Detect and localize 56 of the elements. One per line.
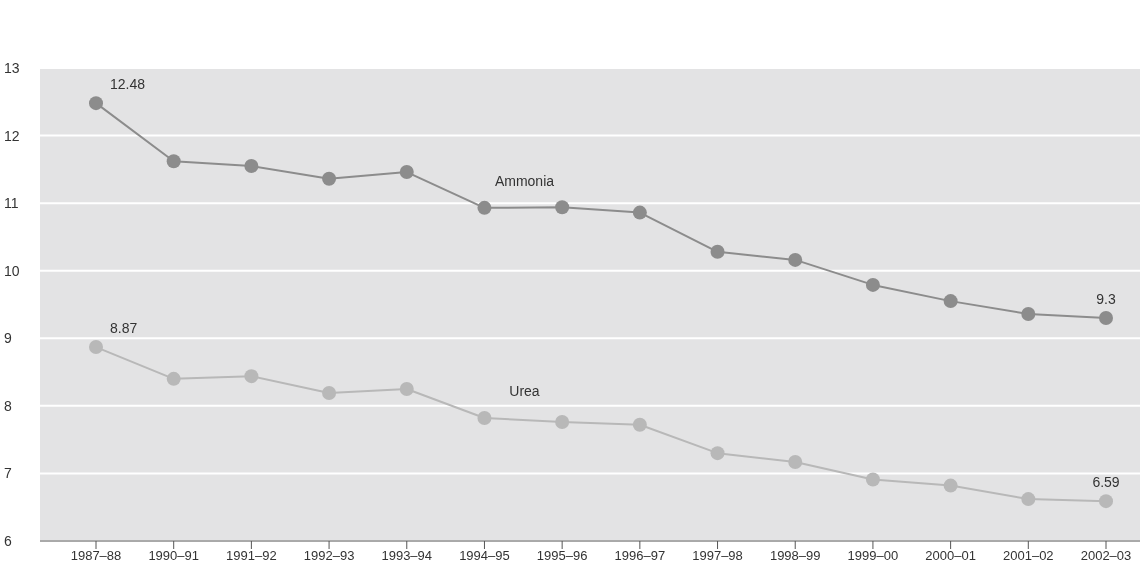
point: [943, 294, 958, 309]
x-tick-label: 1991–92: [226, 548, 277, 564]
x-tick-label: 1993–94: [381, 548, 433, 564]
x-tick-label: 1996–97: [614, 548, 666, 564]
x-tick-label: 1992–93: [303, 548, 355, 564]
data-label: 12.48: [110, 76, 146, 93]
point: [710, 244, 725, 259]
point: [477, 411, 492, 426]
data-label: 9.3: [1096, 291, 1116, 308]
x-tick-label: 1994–95: [459, 548, 510, 564]
x-tick-label: 1987–88: [70, 548, 122, 564]
point: [322, 171, 337, 186]
point: [555, 415, 570, 430]
point: [399, 165, 414, 180]
point: [1099, 311, 1113, 326]
point: [166, 371, 181, 386]
point: [710, 446, 725, 461]
point: [632, 205, 647, 220]
x-tick-label: 2000–01: [925, 548, 976, 564]
data-label: 6.59: [1092, 474, 1120, 491]
y-tick-label: 12: [4, 127, 20, 144]
point: [322, 386, 337, 401]
x-tick-label: 2002–03: [1080, 548, 1132, 564]
point: [477, 200, 492, 215]
y-tick-label: 13: [4, 59, 20, 76]
point: [89, 340, 103, 355]
y-tick-label: 8: [4, 397, 12, 414]
point: [166, 154, 181, 169]
series-label: Urea: [509, 383, 540, 400]
point: [244, 369, 259, 384]
y-tick-label: 6: [4, 532, 12, 549]
point: [89, 96, 103, 111]
y-tick-label: 7: [4, 465, 12, 482]
x-tick-label: 2001–02: [1003, 548, 1054, 564]
point: [865, 277, 880, 292]
x-tick-label: 1999–00: [847, 548, 899, 564]
x-tick-label: 1990–91: [148, 548, 199, 564]
point: [865, 472, 880, 487]
y-tick-label: 9: [4, 330, 12, 347]
point: [399, 381, 414, 396]
point: [555, 200, 570, 215]
series-label: Ammonia: [494, 172, 555, 189]
data-label: 8.87: [110, 320, 138, 337]
point: [632, 417, 647, 432]
x-tick-label: 1998–99: [769, 548, 821, 564]
point: [244, 158, 259, 173]
y-tick-label: 11: [4, 195, 19, 212]
point: [788, 252, 803, 267]
point: [788, 454, 803, 469]
point: [1099, 494, 1113, 509]
point: [1021, 492, 1036, 507]
y-tick-label: 10: [4, 262, 20, 279]
point: [943, 478, 958, 493]
x-tick-label: 1997–98: [692, 548, 743, 564]
x-tick-label: 1995–96: [536, 548, 588, 564]
point: [1021, 306, 1036, 321]
